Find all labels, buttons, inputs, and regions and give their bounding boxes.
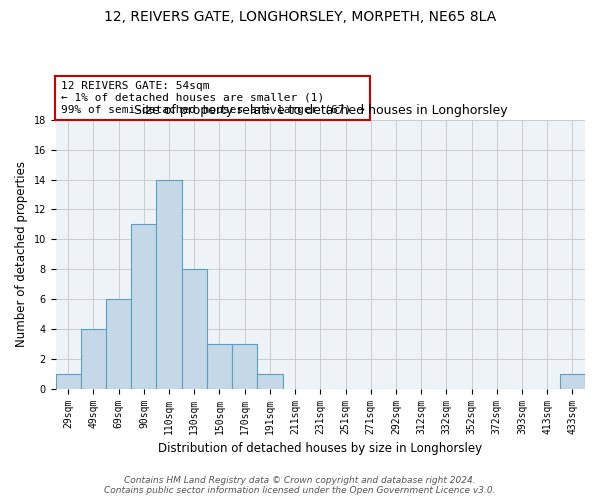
Bar [182, 269, 207, 388]
Bar [106, 299, 131, 388]
Text: 12, REIVERS GATE, LONGHORSLEY, MORPETH, NE65 8LA: 12, REIVERS GATE, LONGHORSLEY, MORPETH, … [104, 10, 496, 24]
Bar [56, 374, 81, 388]
Bar [81, 329, 106, 388]
Bar [232, 344, 257, 389]
Bar [131, 224, 157, 388]
Bar [257, 374, 283, 388]
X-axis label: Distribution of detached houses by size in Longhorsley: Distribution of detached houses by size … [158, 442, 482, 455]
Bar [560, 374, 585, 388]
Bar [207, 344, 232, 389]
Bar [157, 180, 182, 388]
Y-axis label: Number of detached properties: Number of detached properties [15, 162, 28, 348]
Text: 12 REIVERS GATE: 54sqm
← 1% of detached houses are smaller (1)
99% of semi-detac: 12 REIVERS GATE: 54sqm ← 1% of detached … [61, 82, 365, 114]
Text: Contains HM Land Registry data © Crown copyright and database right 2024.
Contai: Contains HM Land Registry data © Crown c… [104, 476, 496, 495]
Title: Size of property relative to detached houses in Longhorsley: Size of property relative to detached ho… [134, 104, 507, 118]
